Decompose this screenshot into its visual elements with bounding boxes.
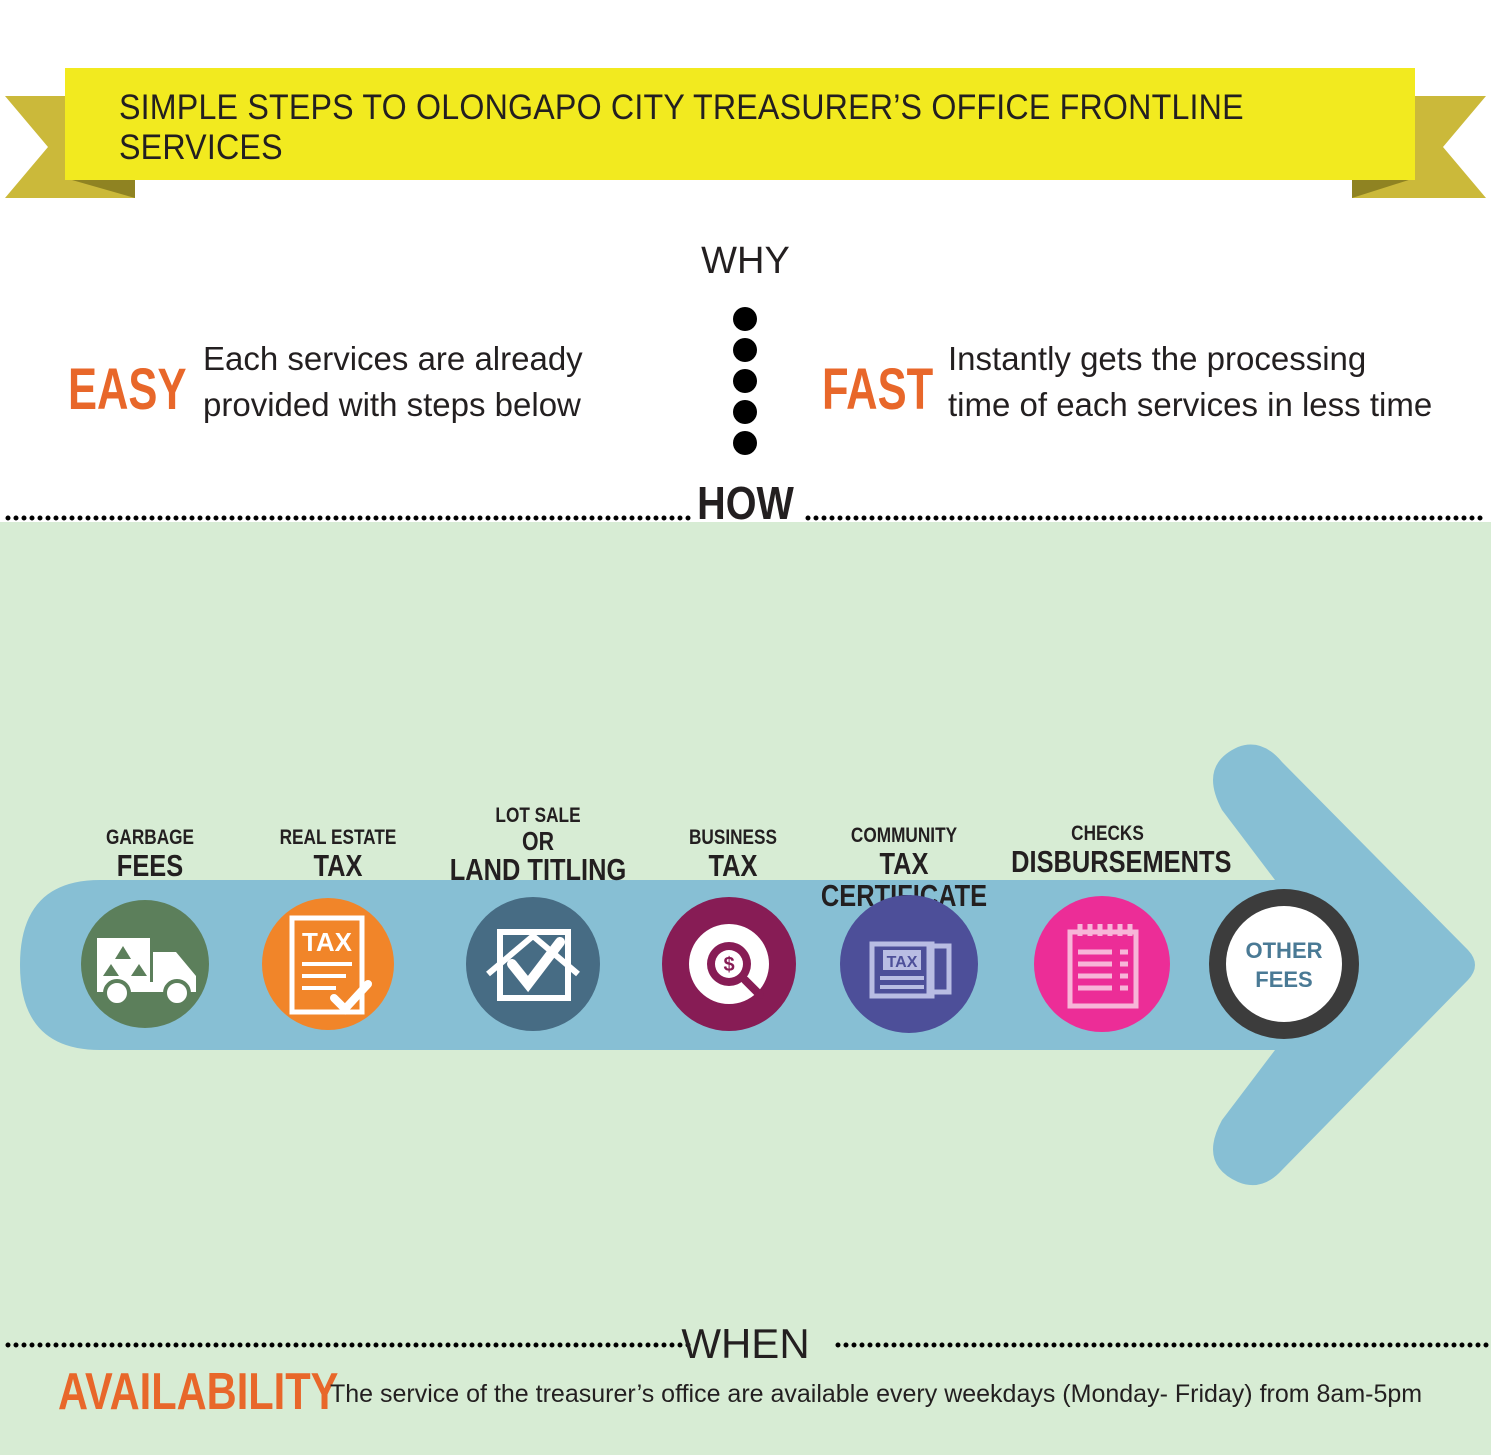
- service-large-text: LAND TITLING: [449, 852, 627, 887]
- service-large-text: DISBURSEMENTS: [1011, 844, 1232, 879]
- fast-line-2: time of each services in less time: [948, 386, 1433, 423]
- service-large-text: TAX: [708, 848, 758, 883]
- fast-line-1: Instantly gets the processing: [948, 340, 1367, 377]
- service-icons: TAX $ TAX: [81, 889, 1359, 1039]
- when-dotted-divider: [5, 1342, 1491, 1348]
- tax-certificate-text: TAX: [887, 954, 918, 971]
- service-small-text: COMMUNITY: [850, 824, 958, 847]
- why-heading: WHY: [701, 240, 790, 282]
- service-label-tax-certificate: COMMUNITY TAX CERTIFICATE: [797, 824, 1010, 912]
- service-label-garbage-fees: GARBAGE FEES: [76, 826, 224, 882]
- other-fees-line-2: FEES: [1255, 967, 1312, 992]
- garbage-truck-icon: [81, 900, 209, 1028]
- how-heading: HOW: [697, 477, 794, 529]
- service-large-text: TAX: [313, 848, 363, 883]
- fast-description: Instantly gets the processing time of ea…: [948, 336, 1432, 428]
- other-fees-line-1: OTHER: [1246, 938, 1323, 963]
- service-small-text: REAL ESTATE: [279, 826, 397, 849]
- tax-document-text: TAX: [302, 927, 353, 957]
- easy-keyword: EASY: [68, 357, 187, 422]
- service-small-text: CHECKS: [1071, 822, 1144, 845]
- vertical-dots: [733, 307, 757, 455]
- service-label-business-tax: BUSINESS TAX: [659, 826, 807, 882]
- how-dotted-divider: [5, 515, 1491, 521]
- easy-line-1: Each services are already: [203, 340, 583, 377]
- other-fees-circle: OTHER FEES: [1209, 889, 1359, 1039]
- availability-keyword: AVAILABILITY: [58, 1363, 339, 1421]
- tax-document-icon: TAX: [262, 898, 394, 1030]
- service-large-text: TAX CERTIFICATE: [821, 846, 987, 912]
- when-heading: WHEN: [681, 1320, 810, 1367]
- service-label-real-estate-tax: REAL ESTATE TAX: [256, 826, 420, 882]
- svg-text:$: $: [723, 954, 734, 976]
- house-check-icon: [466, 897, 600, 1031]
- easy-description: Each services are already provided with …: [203, 336, 583, 428]
- service-large-text: FEES: [116, 848, 184, 883]
- dollar-magnifier-icon: $: [662, 897, 796, 1031]
- banner-title: SIMPLE STEPS TO OLONGAPO CITY TREASURER’…: [119, 88, 1244, 167]
- service-small-text: LOT SALE: [495, 804, 581, 827]
- easy-line-2: provided with steps below: [203, 386, 581, 423]
- service-small-text: GARBAGE: [105, 826, 195, 849]
- availability-description: The service of the treasurer’s office ar…: [330, 1380, 1423, 1408]
- tax-certificate-icon: TAX: [840, 895, 978, 1033]
- notepad-icon: [1034, 896, 1170, 1032]
- fast-keyword: FAST: [822, 357, 934, 422]
- service-label-land-titling: LOT SALE OR LAND TITLING: [436, 804, 641, 886]
- service-mid-text: OR: [522, 826, 554, 856]
- ribbon-banner: [5, 68, 1486, 198]
- service-small-text: BUSINESS: [688, 826, 778, 849]
- service-label-checks-disbursements: CHECKS DISBURSEMENTS: [1011, 822, 1232, 879]
